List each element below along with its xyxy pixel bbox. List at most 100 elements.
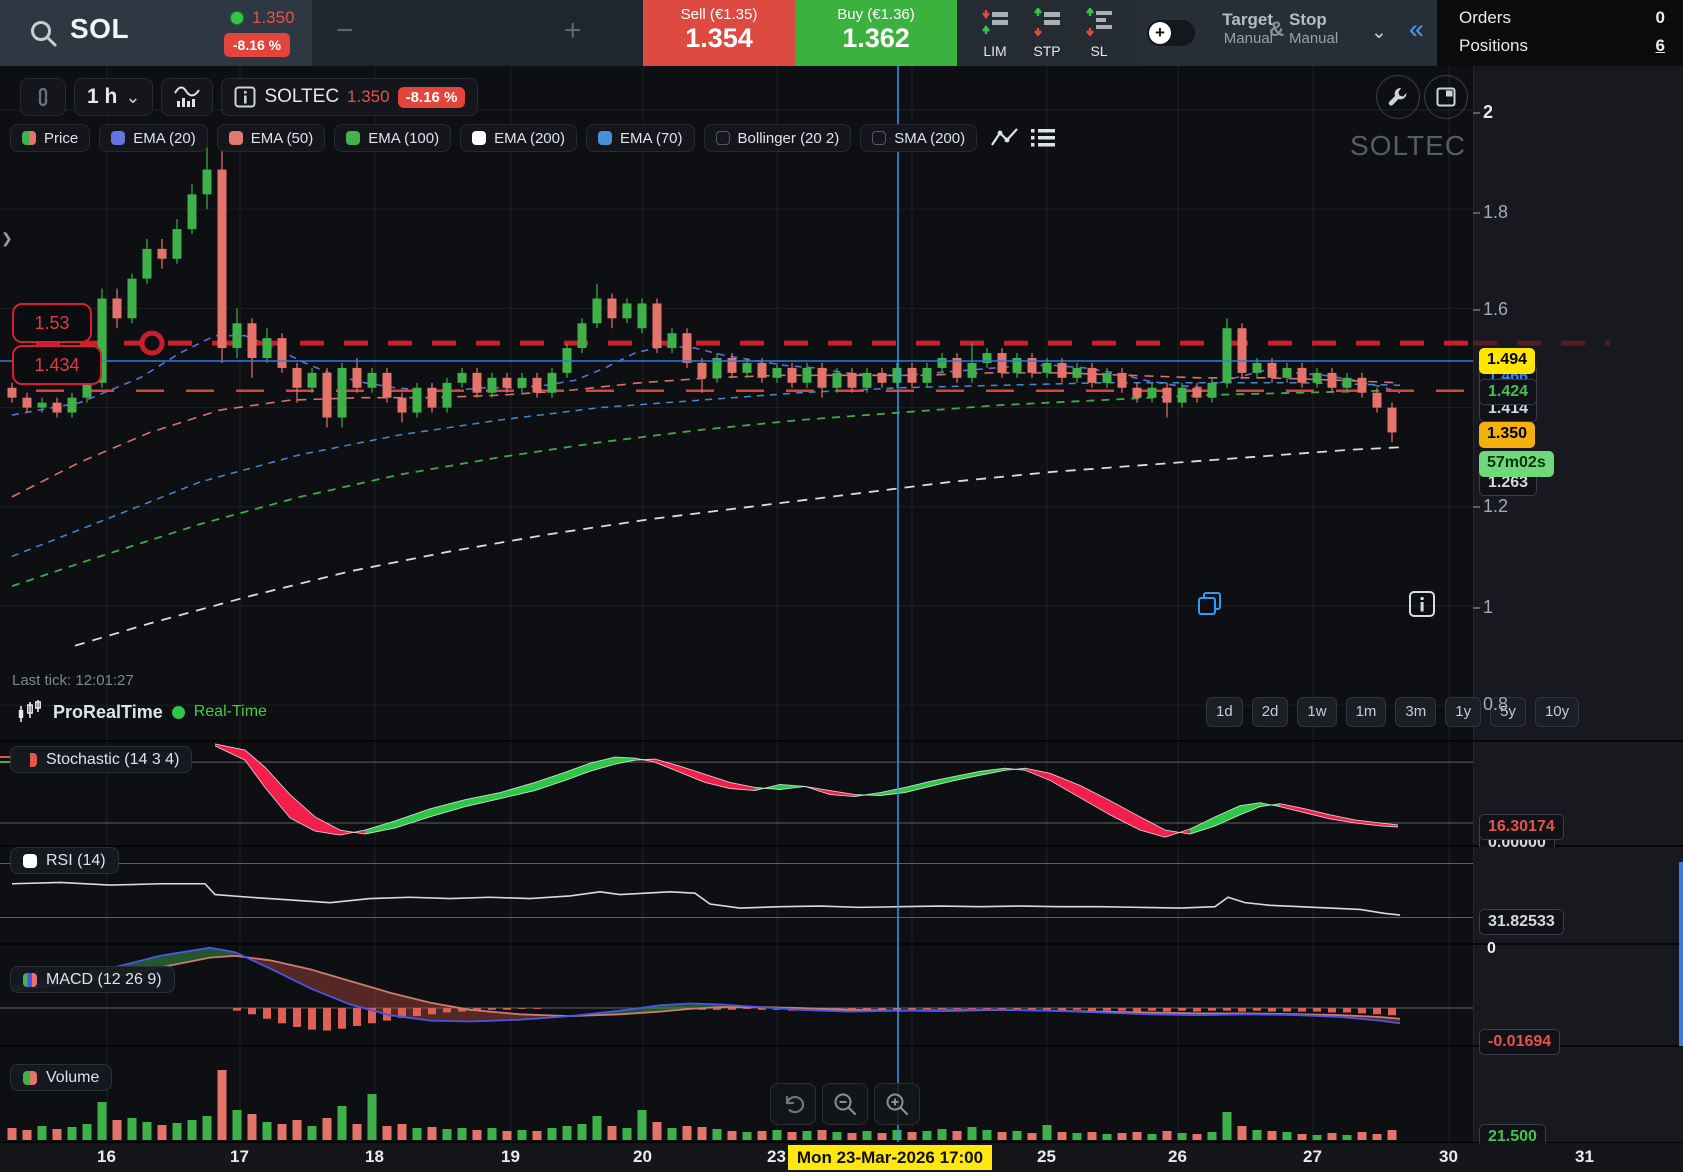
range-button-1d[interactable]: 1d [1206,697,1243,727]
day-label: 16 [97,1147,116,1166]
stop-stack[interactable]: Stop Manual [1289,10,1359,47]
stochastic-pane-label[interactable]: Stochastic (14 3 4) [10,746,193,773]
range-button-2d[interactable]: 2d [1251,697,1289,727]
volume-bar [217,1070,227,1140]
range-button-1w[interactable]: 1w [1297,697,1337,727]
link-chart-icon[interactable] [20,78,66,116]
volume-bar [757,1131,767,1140]
attach-orders-toggle[interactable]: + [1147,20,1195,46]
target-stop-chevron-icon[interactable]: ⌄ [1371,22,1387,43]
volume-bar [667,1128,677,1140]
chart-type-button[interactable] [161,78,214,116]
legend-item-ema-100[interactable]: EMA (100) [334,124,452,152]
sell-label: Sell (€1.35) [680,6,758,23]
order-type-stoploss[interactable]: SL [1075,7,1123,59]
volume-bar [637,1110,647,1140]
chart-info-icon[interactable] [1408,590,1436,618]
buy-button[interactable]: Buy (€1.36) 1.362 [795,0,957,66]
volume-bar [1252,1130,1262,1140]
volume-bar [772,1130,782,1140]
legend-swatch-icon [346,131,361,145]
chart-settings-button[interactable] [1376,75,1420,119]
price-tick: 1 [1483,597,1494,617]
collapse-panel-icon[interactable]: « [1409,14,1425,44]
range-button-10y[interactable]: 10y [1534,697,1580,727]
undo-zoom-button[interactable] [770,1083,816,1125]
axis-value-chip: 16.30174 [1479,814,1564,840]
rsi-pane-label[interactable]: RSI (14) [10,847,119,874]
legend-item-ema-50[interactable]: EMA (50) [216,124,326,152]
legend-item-ema-70[interactable]: EMA (70) [586,124,695,152]
range-button-3m[interactable]: 3m [1395,697,1437,727]
day-label: 17 [230,1147,249,1166]
volume-bar [1027,1133,1037,1140]
zoom-out-icon [834,1093,856,1115]
volume-bar [1177,1133,1187,1140]
order-level-chip[interactable]: 1.53 [12,303,92,343]
volume-bar [187,1120,197,1140]
chart-header-row: 1 h ⌄ SOLTEC 1.350 -8.16 % [20,78,479,116]
indicator-list-icon[interactable] [1029,126,1057,150]
positions-row[interactable]: Positions 6 [1459,36,1665,56]
day-label: 27 [1303,1147,1322,1166]
volume-bar [1102,1134,1112,1140]
volume-bar [337,1106,347,1140]
orders-row[interactable]: Orders 0 [1459,8,1665,28]
volume-bar [997,1132,1007,1140]
order-type-stop[interactable]: STP [1023,7,1071,59]
range-button-1y[interactable]: 1y [1445,697,1482,727]
volume-label: Volume [46,1068,100,1086]
qty-plus-button[interactable]: + [564,14,582,47]
target-stop-block: + Target Manual & Stop Manual ⌄ « [1137,0,1437,66]
zoom-in-button[interactable] [874,1083,920,1125]
stop-label: Stop [1289,10,1327,29]
symbol-tab[interactable]: SOLTEC 1.350 -8.16 % [221,78,479,116]
legend-item-ema-200[interactable]: EMA (200) [460,124,577,152]
legend-item-bollinger-20-2[interactable]: Bollinger (20 2) [703,124,852,152]
legend-item-sma-200[interactable]: SMA (200) [860,124,978,152]
tab-change-badge: -8.16 % [397,86,466,108]
legend-swatch-icon [111,131,126,145]
top-toolbar: SOL 1.350 -8.16 % − Qty 1 + ⌄ Sell (€1.3… [0,0,1683,66]
legend-item-price[interactable]: Price [10,124,91,152]
volume-bar [967,1127,977,1140]
volume-bar [382,1126,392,1140]
qty-minus-button[interactable]: − [336,14,354,47]
rsi-label: RSI (14) [46,851,106,869]
sell-button[interactable]: Sell (€1.35) 1.354 [643,0,795,66]
legend-item-ema-20[interactable]: EMA (20) [99,124,208,152]
volume-bar [1387,1130,1397,1140]
range-button-1m[interactable]: 1m [1345,697,1387,727]
volume-bar [1222,1112,1232,1140]
copy-objects-icon[interactable] [1196,590,1224,618]
symbol-input[interactable]: SOL [70,13,130,44]
legend-label: EMA (50) [250,129,314,147]
volume-bar [877,1133,887,1140]
order-type-limit[interactable]: LIM [971,8,1019,59]
macd-pane-label[interactable]: MACD (12 26 9) [10,966,175,993]
volume-bar [67,1127,77,1140]
search-icon[interactable] [28,18,60,50]
time-axis-bar[interactable]: 16 17 18 19 20 23 25 26 27 30 31 Mon 23-Mar-2026 1… [0,1142,1683,1172]
line-style-icon[interactable] [990,125,1020,151]
timeframe-value: 1 h [87,85,118,108]
range-button-5y[interactable]: 5y [1490,697,1526,727]
timeframe-chevron-icon: ⌄ [125,86,141,107]
change-badge: -8.16 % [224,33,290,57]
order-level-chip[interactable]: 1.434 [12,345,102,385]
volume-pane-label[interactable]: Volume [10,1064,113,1091]
target-stack[interactable]: Target Manual [1203,10,1273,47]
feed-status: Real-Time [193,703,267,720]
layout-panels-button[interactable] [1424,75,1468,119]
target-label: Target [1222,10,1273,29]
volume-bar [82,1124,92,1140]
price-axis-strip[interactable] [1473,66,1683,1142]
macd-label: MACD (12 26 9) [46,970,162,988]
left-expand-icon[interactable]: ❯ [1,230,13,246]
timeframe-dropdown[interactable]: 1 h ⌄ [74,78,154,116]
volume-bar [7,1128,17,1140]
zoom-out-button[interactable] [822,1083,868,1125]
market-open-dot [230,11,244,25]
volume-bar [277,1124,287,1140]
